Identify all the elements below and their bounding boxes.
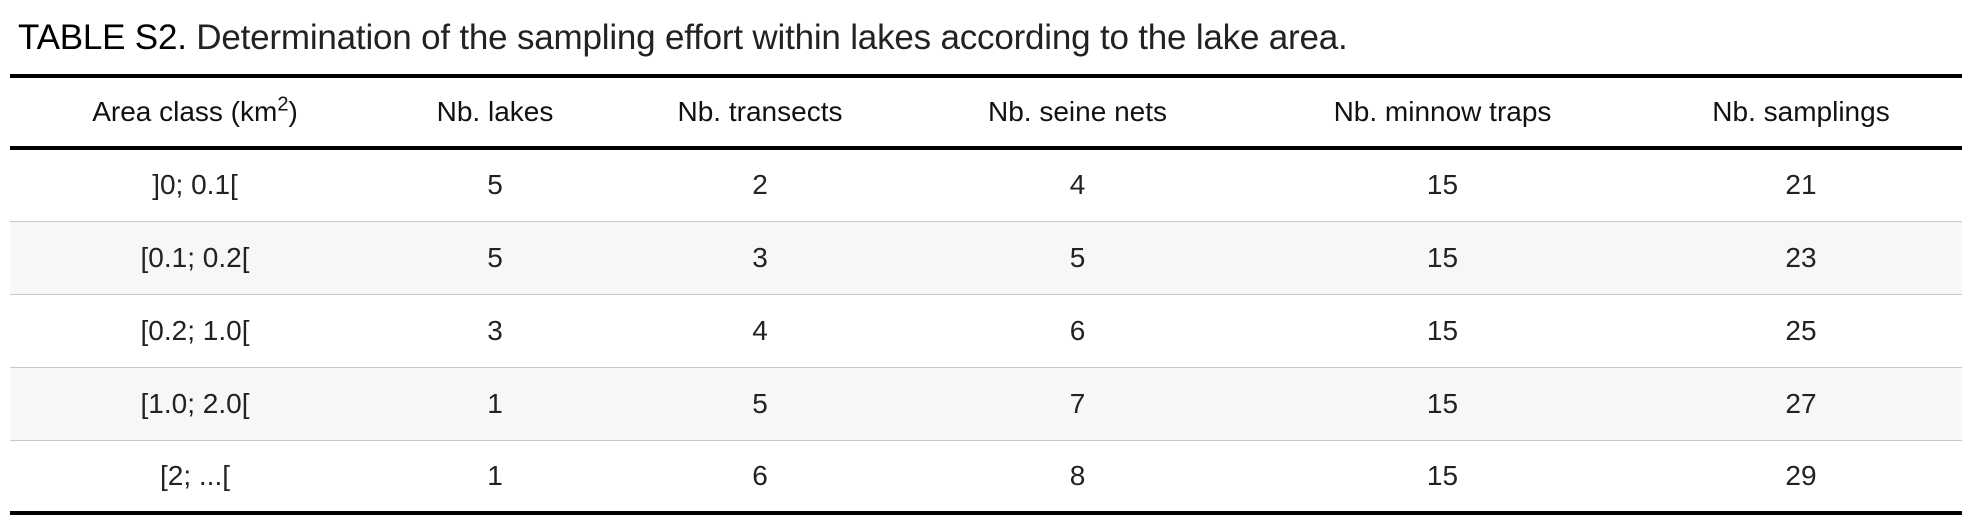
cell-seine-nets: 8 xyxy=(910,440,1245,515)
cell-minnow-traps: 15 xyxy=(1245,294,1640,368)
cell-transects: 5 xyxy=(610,367,910,441)
header-area-class-superscript: 2 xyxy=(277,93,289,116)
cell-lakes: 1 xyxy=(380,367,610,441)
cell-minnow-traps: 15 xyxy=(1245,221,1640,295)
table-header: Area class (km2) Nb. lakes Nb. transects… xyxy=(10,74,1962,150)
sampling-effort-table: Area class (km2) Nb. lakes Nb. transects… xyxy=(10,74,1962,515)
table-row: ]0; 0.1[ 5 2 4 15 21 xyxy=(10,148,1962,222)
sampling-effort-table-container: Area class (km2) Nb. lakes Nb. transects… xyxy=(10,74,1962,515)
cell-samplings: 25 xyxy=(1640,294,1962,368)
table-caption-label: TABLE S2. xyxy=(18,18,187,57)
cell-area-class: [2; ...[ xyxy=(10,440,380,515)
header-lakes: Nb. lakes xyxy=(380,74,610,150)
cell-lakes: 5 xyxy=(380,221,610,295)
cell-lakes: 1 xyxy=(380,440,610,515)
cell-seine-nets: 6 xyxy=(910,294,1245,368)
header-area-class: Area class (km2) xyxy=(10,74,380,150)
cell-transects: 2 xyxy=(610,148,910,222)
header-seine-nets: Nb. seine nets xyxy=(910,74,1245,150)
table-caption-text: Determination of the sampling effort wit… xyxy=(196,18,1348,57)
cell-area-class: [1.0; 2.0[ xyxy=(10,367,380,441)
header-samplings: Nb. samplings xyxy=(1640,74,1962,150)
table-row: [0.2; 1.0[ 3 4 6 15 25 xyxy=(10,294,1962,368)
cell-samplings: 23 xyxy=(1640,221,1962,295)
header-transects: Nb. transects xyxy=(610,74,910,150)
cell-transects: 3 xyxy=(610,221,910,295)
table-row: [2; ...[ 1 6 8 15 29 xyxy=(10,440,1962,515)
header-minnow-traps: Nb. minnow traps xyxy=(1245,74,1640,150)
cell-area-class: [0.2; 1.0[ xyxy=(10,294,380,368)
table-caption: TABLE S2. Determination of the sampling … xyxy=(18,16,1348,60)
cell-area-class: ]0; 0.1[ xyxy=(10,148,380,222)
header-row: Area class (km2) Nb. lakes Nb. transects… xyxy=(10,74,1962,150)
cell-area-class: [0.1; 0.2[ xyxy=(10,221,380,295)
cell-transects: 6 xyxy=(610,440,910,515)
cell-samplings: 29 xyxy=(1640,440,1962,515)
cell-seine-nets: 4 xyxy=(910,148,1245,222)
cell-seine-nets: 7 xyxy=(910,367,1245,441)
cell-lakes: 3 xyxy=(380,294,610,368)
table-row: [0.1; 0.2[ 5 3 5 15 23 xyxy=(10,221,1962,295)
header-area-class-text: Area class (km xyxy=(92,96,278,127)
cell-lakes: 5 xyxy=(380,148,610,222)
header-area-class-close: ) xyxy=(288,96,298,127)
cell-samplings: 21 xyxy=(1640,148,1962,222)
cell-seine-nets: 5 xyxy=(910,221,1245,295)
cell-minnow-traps: 15 xyxy=(1245,148,1640,222)
table-body: ]0; 0.1[ 5 2 4 15 21 [0.1; 0.2[ 5 3 5 15… xyxy=(10,148,1962,515)
cell-samplings: 27 xyxy=(1640,367,1962,441)
cell-minnow-traps: 15 xyxy=(1245,440,1640,515)
table-row: [1.0; 2.0[ 1 5 7 15 27 xyxy=(10,367,1962,441)
cell-transects: 4 xyxy=(610,294,910,368)
cell-minnow-traps: 15 xyxy=(1245,367,1640,441)
